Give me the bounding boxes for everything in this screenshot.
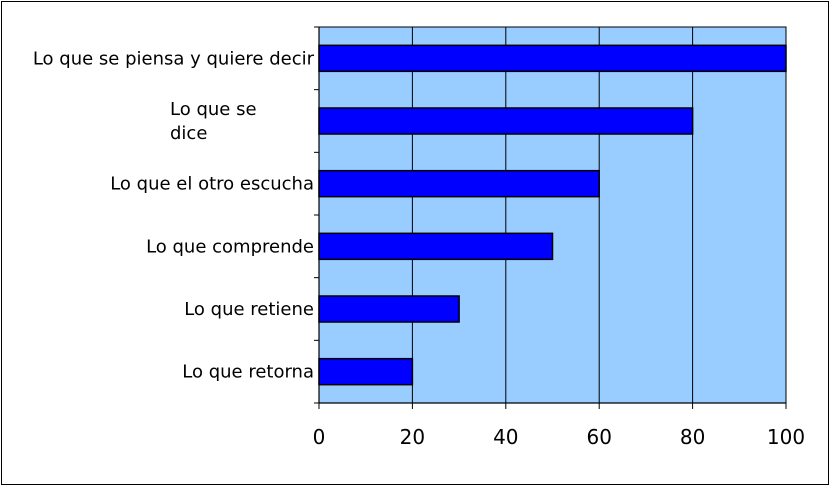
bar-4 bbox=[318, 295, 460, 323]
category-label-1: Lo que se dice bbox=[170, 99, 257, 144]
category-labels: Lo que se piensa y quiere decir Lo que se… bbox=[33, 48, 315, 382]
gridlines bbox=[411, 27, 787, 403]
x-tick-label-80: 80 bbox=[680, 425, 705, 449]
x-tick-label-20: 20 bbox=[400, 425, 425, 449]
category-label-0: Lo que se piensa y quiere decir bbox=[33, 48, 315, 69]
x-tick-label-0: 0 bbox=[313, 425, 326, 449]
bar-5 bbox=[318, 357, 414, 386]
tick-labels: 0 20 40 60 80 100 bbox=[313, 425, 805, 449]
bar-2 bbox=[318, 169, 600, 198]
x-tick-label-40: 40 bbox=[493, 425, 518, 449]
bar-1 bbox=[318, 107, 694, 135]
plot-area bbox=[318, 26, 787, 404]
axes bbox=[314, 26, 787, 409]
category-label-3: Lo que comprende bbox=[146, 236, 314, 257]
category-label-4: Lo que retiene bbox=[184, 299, 314, 320]
x-tick-label-60: 60 bbox=[586, 425, 611, 449]
bar-3 bbox=[318, 232, 554, 261]
category-label-1-line-1: dice bbox=[170, 123, 207, 144]
category-label-5: Lo que retorna bbox=[182, 362, 314, 383]
category-label-1-line-0: Lo que se bbox=[170, 99, 257, 120]
x-tick-label-100: 100 bbox=[767, 425, 805, 449]
bar-0 bbox=[318, 44, 787, 73]
category-label-2: Lo que el otro escucha bbox=[110, 174, 314, 195]
